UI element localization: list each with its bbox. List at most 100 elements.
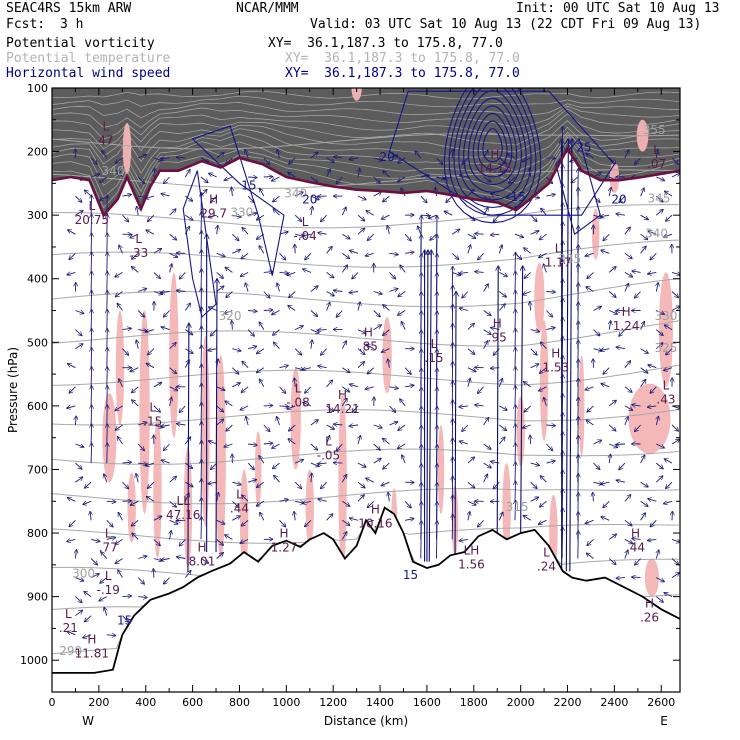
pv-extremum-value: 10.16 <box>358 516 392 530</box>
wind-vector <box>75 577 83 581</box>
wind-vector <box>608 267 616 273</box>
wind-vector <box>367 233 375 240</box>
wind-vector <box>216 405 224 412</box>
wind-vector <box>107 348 108 368</box>
updraft-vector <box>427 250 428 562</box>
wind-vector <box>515 424 516 445</box>
wind-vector <box>75 344 83 350</box>
wind-vector <box>514 233 524 237</box>
wind-vector <box>257 481 265 487</box>
wind-vector <box>381 214 390 219</box>
wind-vector <box>671 272 680 275</box>
wind-vector <box>294 511 295 521</box>
pv-extremum-value: .33 <box>129 246 148 260</box>
wind-vector <box>176 157 186 158</box>
wind-vector <box>247 213 257 215</box>
wind-vector <box>415 151 422 159</box>
wind-vector <box>601 383 610 388</box>
wind-vector <box>185 214 193 220</box>
theta-contour-label: 335 <box>558 252 581 266</box>
wind-vector <box>498 437 505 445</box>
wind-vector <box>256 500 265 506</box>
wind-vector <box>240 538 249 543</box>
wind-vector <box>541 208 547 216</box>
wind-vector <box>601 482 610 484</box>
wind-vector <box>387 226 389 235</box>
wind-vector <box>498 304 505 311</box>
wind-vector <box>136 340 138 349</box>
wind-vector <box>68 230 76 235</box>
x-tick-label: 600 <box>182 696 203 709</box>
wind-vector <box>153 516 162 521</box>
wind-vector <box>418 226 422 235</box>
wind-vector <box>232 482 241 485</box>
wind-vector <box>185 462 192 468</box>
theta-contour-label: 300 <box>72 567 95 581</box>
pv-contour-line <box>52 140 680 209</box>
wind-vector <box>587 272 594 278</box>
wind-vector <box>671 558 679 565</box>
wind-vector <box>478 252 484 260</box>
wind-vector <box>430 233 437 240</box>
wind-vector <box>91 233 92 254</box>
wind-vector <box>383 195 390 202</box>
wind-vector <box>326 405 334 412</box>
wind-vector <box>365 387 374 390</box>
wind-vector <box>451 252 459 259</box>
wind-vector <box>342 252 349 258</box>
wind-vector <box>279 386 286 394</box>
wind-vector <box>256 367 265 373</box>
wind-vector <box>118 512 123 521</box>
wind-vector <box>358 435 361 445</box>
wind-vector <box>177 557 186 559</box>
pv-extremum-value: .85 <box>359 340 378 354</box>
wind-vector <box>666 348 673 355</box>
wind-vector <box>67 498 76 502</box>
wind-vector <box>655 476 663 483</box>
pv-anomaly-patch <box>628 383 671 454</box>
wind-vector <box>91 348 92 368</box>
y-tick-label: 300 <box>27 209 48 222</box>
theta-contour-label: 340 <box>645 226 668 240</box>
wind-vector <box>131 386 139 393</box>
pv-extremum-value: 14.15 <box>478 162 512 176</box>
wind-vector <box>169 343 177 350</box>
wind-vector <box>248 177 257 178</box>
wind-vector <box>608 558 616 565</box>
field-label-horizontal-wind-speed: Horizontal wind speed <box>6 66 171 81</box>
wind-vector <box>358 168 360 178</box>
pv-anomaly-patch <box>437 424 445 514</box>
updraft-vector <box>570 139 572 572</box>
wind-vector <box>467 348 475 355</box>
wind-vector <box>586 553 594 559</box>
terrain-fill <box>52 507 680 692</box>
wind-vector <box>119 379 123 387</box>
wind-vector <box>671 291 679 298</box>
wind-vector <box>468 512 470 521</box>
pv-anomaly-patch <box>122 122 132 174</box>
wind-vector <box>326 272 334 277</box>
wind-vector <box>616 480 625 482</box>
wind-vector <box>515 386 516 406</box>
wind-vector <box>146 496 155 502</box>
theta-contour-line <box>52 239 679 268</box>
wind-vector <box>163 310 170 318</box>
pv-extremum-kind: L <box>135 232 142 246</box>
pv-extremum-value: 1.56 <box>458 558 485 572</box>
wind-vector <box>247 346 257 348</box>
wind-vector <box>444 211 453 216</box>
wind-vector <box>169 367 177 374</box>
wind-vector <box>619 462 626 470</box>
wind-vector <box>216 519 225 524</box>
wind-vector <box>586 287 594 292</box>
wind-vector <box>405 519 414 521</box>
pv-anomaly-patch <box>516 396 525 467</box>
tropopause-layer <box>52 145 680 218</box>
theta-contour-label: 330 <box>654 309 677 323</box>
wind-vector <box>648 272 657 274</box>
wind-vector <box>389 405 395 413</box>
wind-vector <box>389 272 395 279</box>
wind-vector <box>153 249 162 254</box>
wind-vector <box>294 378 295 387</box>
wind-vector <box>640 513 646 521</box>
